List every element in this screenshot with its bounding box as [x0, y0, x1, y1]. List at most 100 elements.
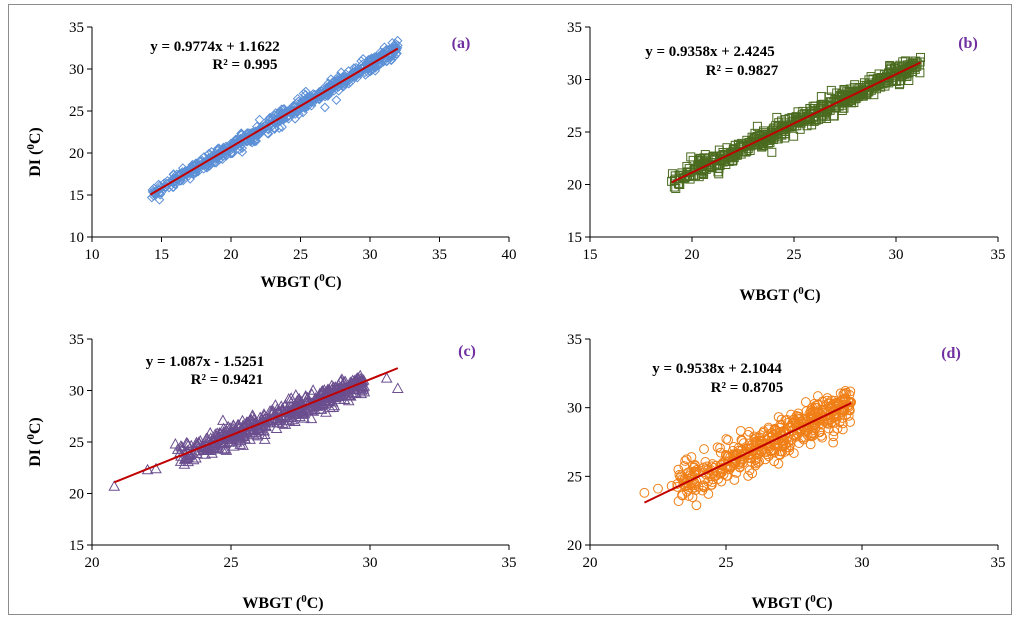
- trendline: [643, 402, 852, 504]
- data-point: [320, 102, 330, 113]
- data-point: [691, 500, 702, 511]
- data-point: [305, 412, 318, 424]
- data-point: [346, 387, 358, 398]
- data-point: [835, 388, 846, 399]
- y-tick-label: 30: [567, 73, 582, 89]
- data-point: [238, 430, 251, 442]
- data-point: [828, 437, 839, 448]
- data-point: [767, 147, 777, 157]
- data-point: [228, 137, 239, 148]
- x-tick-label: 25: [787, 247, 802, 263]
- data-point: [182, 452, 195, 463]
- data-point: [826, 395, 837, 406]
- data-point: [333, 393, 346, 404]
- data-point: [846, 397, 857, 408]
- y-tick-label: 20: [69, 146, 84, 162]
- y-tick-label: 35: [69, 332, 84, 348]
- data-point: [174, 455, 187, 466]
- data-point: [789, 131, 799, 141]
- data-point: [915, 52, 925, 62]
- data-point: [185, 173, 196, 184]
- x-tick-label: 30: [855, 555, 870, 571]
- data-point: [180, 437, 193, 448]
- data-point: [192, 436, 205, 447]
- data-point: [182, 455, 195, 467]
- data-point: [237, 419, 250, 430]
- data-point: [736, 149, 746, 159]
- data-point: [822, 417, 833, 428]
- regression-equation: y = 1.087x - 1.5251: [146, 354, 265, 370]
- y-tick-label: 30: [567, 401, 582, 417]
- data-point: [322, 91, 333, 101]
- data-point: [653, 483, 663, 494]
- y-tick-label: 15: [69, 188, 84, 204]
- data-point: [254, 114, 265, 125]
- data-point: [793, 408, 804, 419]
- x-tick-label: 35: [991, 555, 1006, 571]
- y-tick-label: 25: [567, 469, 582, 485]
- y-tick-label: 25: [69, 104, 84, 120]
- data-point: [213, 143, 224, 154]
- data-point: [816, 100, 826, 110]
- data-point: [689, 462, 700, 473]
- data-point: [269, 399, 282, 410]
- data-point: [822, 395, 833, 406]
- data-point: [180, 166, 191, 176]
- data-point: [391, 49, 402, 60]
- data-point: [283, 105, 294, 116]
- data-point: [751, 432, 762, 443]
- data-point: [270, 422, 283, 433]
- r-squared-label: R² = 0.995: [212, 57, 277, 73]
- data-point: [639, 487, 650, 498]
- data-point: [274, 123, 285, 133]
- data-point: [292, 93, 303, 104]
- x-tick-label: 25: [719, 555, 734, 571]
- data-point: [672, 482, 683, 492]
- data-point: [293, 392, 306, 404]
- data-point: [342, 394, 355, 406]
- panel-label: (b): [958, 35, 978, 52]
- data-point: [301, 391, 314, 403]
- trendline: [113, 367, 399, 484]
- data-point: [686, 152, 696, 162]
- data-point: [823, 398, 834, 408]
- data-point: [816, 92, 826, 102]
- data-point: [812, 391, 823, 401]
- data-point: [707, 477, 718, 488]
- data-point: [245, 415, 258, 427]
- data-point: [349, 70, 360, 81]
- data-point: [829, 395, 840, 406]
- data-point: [787, 418, 798, 429]
- data-point: [169, 438, 182, 449]
- data-point: [237, 147, 248, 157]
- data-point: [734, 462, 745, 473]
- data-point: [843, 411, 854, 421]
- x-tick-label: 30: [363, 247, 378, 263]
- data-point: [669, 182, 679, 192]
- figure-frame: [8, 4, 1012, 615]
- data-point: [735, 425, 746, 436]
- data-point: [333, 388, 346, 399]
- data-point: [828, 431, 839, 442]
- data-point: [149, 188, 160, 199]
- data-point: [336, 373, 348, 384]
- data-point: [826, 85, 836, 95]
- data-point: [791, 431, 802, 442]
- data-point: [108, 480, 121, 491]
- data-point: [729, 475, 740, 485]
- data-point: [175, 440, 187, 451]
- data-point: [182, 165, 193, 176]
- data-point: [741, 448, 751, 459]
- data-point: [718, 469, 729, 480]
- data-point: [823, 423, 834, 434]
- data-point: [698, 480, 709, 491]
- chart-panel-1: 10 15 20 25 30 35 10 15 20 25 30 35 40 y = 0.9774x + …: [25, 20, 517, 291]
- x-tick-label: 20: [583, 555, 598, 571]
- data-point: [884, 78, 894, 88]
- data-point: [817, 406, 828, 416]
- data-point: [209, 157, 220, 168]
- data-point: [234, 438, 247, 449]
- data-point: [381, 56, 392, 67]
